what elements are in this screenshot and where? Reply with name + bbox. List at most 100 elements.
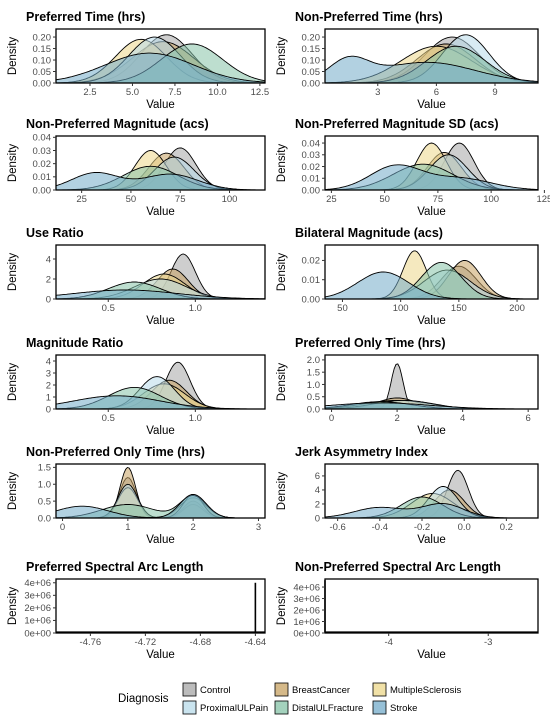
y-axis-label: Density	[276, 363, 288, 402]
y-tick-label: 0.02	[302, 256, 321, 267]
x-tick-label: 1.0	[189, 413, 202, 424]
y-tick-label: 1	[46, 392, 51, 403]
panel-8: Preferred Only Time (hrs) 0 2 4 6 0.00.51.0 1.…	[276, 336, 539, 437]
y-tick-label: 0.05	[33, 67, 52, 78]
legend-label: BreastCancer	[292, 685, 350, 696]
panel-title: Magnitude Ratio	[26, 336, 124, 350]
y-axis-label: Density	[7, 144, 19, 183]
legend-title: Diagnosis	[118, 693, 169, 705]
y-tick-label: 0e+00	[293, 628, 320, 639]
y-tick-label: 0.20	[302, 32, 321, 43]
y-tick-label: 0.02	[302, 162, 321, 173]
x-axis-label: Value	[146, 425, 175, 437]
x-tick-label: 150	[451, 303, 467, 314]
x-tick-label: -0.4	[372, 522, 388, 533]
panel-title: Preferred Time (hrs)	[26, 10, 145, 24]
y-tick-label: 1.0	[307, 380, 320, 391]
panel-frame	[324, 28, 539, 84]
y-tick-label: 0.01	[302, 275, 321, 286]
panel-title: Use Ratio	[26, 226, 84, 240]
y-tick-label: 3e+06	[293, 594, 320, 605]
y-tick-label: 4e+06	[24, 578, 51, 589]
panel-title: Preferred Only Time (hrs)	[295, 336, 446, 350]
y-tick-label: 0.02	[33, 159, 52, 170]
panel-4: Non-Preferred Magnitude SD (acs) 25 50 75 10…	[276, 117, 550, 218]
y-axis-label: Density	[276, 472, 288, 511]
y-tick-label: 0.00	[302, 294, 321, 305]
x-tick-label: 0.5	[102, 303, 115, 314]
legend-label: Control	[200, 685, 231, 696]
x-tick-label: 125	[536, 194, 550, 205]
x-axis-label: Value	[146, 99, 175, 111]
panel-frame	[55, 28, 266, 84]
density-Stroke	[55, 289, 266, 300]
x-axis-label: Value	[146, 315, 175, 327]
y-tick-label: 2	[46, 380, 51, 391]
y-axis-label: Density	[7, 253, 19, 292]
y-tick-label: 0.00	[33, 78, 52, 89]
y-tick-label: 0.15	[33, 44, 52, 55]
y-tick-label: 0.0	[38, 513, 51, 524]
panel-frame	[324, 463, 539, 519]
y-tick-label: 0.0	[307, 404, 320, 415]
legend-swatch-MultipleSclerosis	[372, 682, 387, 697]
y-tick-label: 0.01	[33, 172, 52, 183]
x-axis-label: Value	[417, 206, 446, 218]
y-tick-label: 0.01	[302, 174, 321, 185]
x-tick-label: 0	[329, 413, 334, 424]
legend-label: DistalULFracture	[292, 703, 363, 714]
panel-frame	[324, 578, 539, 634]
x-tick-label: 25	[326, 194, 337, 205]
y-tick-label: 0.00	[302, 78, 321, 89]
panel-frame	[55, 354, 266, 410]
panel-5: Use Ratio 0.5 1.0 0 2 4 Value Density	[7, 226, 266, 327]
y-tick-label: 3e+06	[24, 591, 51, 602]
x-tick-label: -0.6	[329, 522, 345, 533]
x-tick-label: 6	[434, 87, 439, 98]
y-tick-label: 1.5	[307, 367, 320, 378]
y-axis-label: Density	[7, 37, 19, 76]
y-tick-label: 4	[46, 254, 51, 265]
y-tick-label: 1.0	[38, 480, 51, 491]
x-tick-label: 100	[483, 194, 499, 205]
y-tick-label: 0.10	[302, 55, 321, 66]
y-tick-label: 0	[315, 513, 320, 524]
x-tick-label: 0.2	[500, 522, 513, 533]
x-tick-label: 7.5	[168, 87, 181, 98]
legend-swatch-Control	[182, 682, 197, 697]
x-tick-label: 75	[175, 194, 186, 205]
x-tick-label: 3	[375, 87, 380, 98]
x-tick-label: 50	[337, 303, 348, 314]
panel-1: Preferred Time (hrs) 2.5 5.0 7.5 10.0 12.5 0.0…	[7, 10, 269, 111]
x-axis-label: Value	[146, 534, 175, 546]
panel-frame	[324, 135, 539, 191]
x-tick-label: 2.5	[83, 87, 96, 98]
density-Stroke	[324, 503, 538, 519]
panel-title: Non-Preferred Time (hrs)	[295, 10, 443, 24]
x-tick-label: -3	[484, 637, 492, 648]
legend-swatch-DistalULFracture	[274, 700, 289, 715]
x-tick-label: 0.5	[102, 413, 115, 424]
panel-title: Preferred Spectral Arc Length	[26, 560, 203, 574]
x-tick-label: 75	[433, 194, 444, 205]
x-axis-label: Value	[146, 206, 175, 218]
y-tick-label: 0	[46, 404, 51, 415]
y-tick-label: 2	[46, 274, 51, 285]
y-tick-label: 0.20	[33, 32, 52, 43]
y-axis-label: Density	[276, 253, 288, 292]
y-axis-label: Density	[7, 472, 19, 511]
y-tick-label: 2e+06	[24, 603, 51, 614]
panel-11: Preferred Spectral Arc Length -4.76 -4.72 -…	[7, 560, 266, 661]
y-tick-label: 0.15	[302, 44, 321, 55]
panel-frame	[324, 244, 539, 300]
y-tick-label: 0.00	[33, 185, 52, 196]
density-Stroke	[324, 164, 539, 191]
x-tick-label: -4.64	[245, 637, 267, 648]
panel-frame	[55, 135, 266, 191]
x-tick-label: 1.0	[189, 303, 202, 314]
x-tick-label: 4	[460, 413, 465, 424]
x-axis-label: Value	[417, 99, 446, 111]
x-tick-label: 1	[125, 522, 130, 533]
panel-2: Non-Preferred Time (hrs)3 6 90.000.050.100…	[276, 10, 539, 111]
